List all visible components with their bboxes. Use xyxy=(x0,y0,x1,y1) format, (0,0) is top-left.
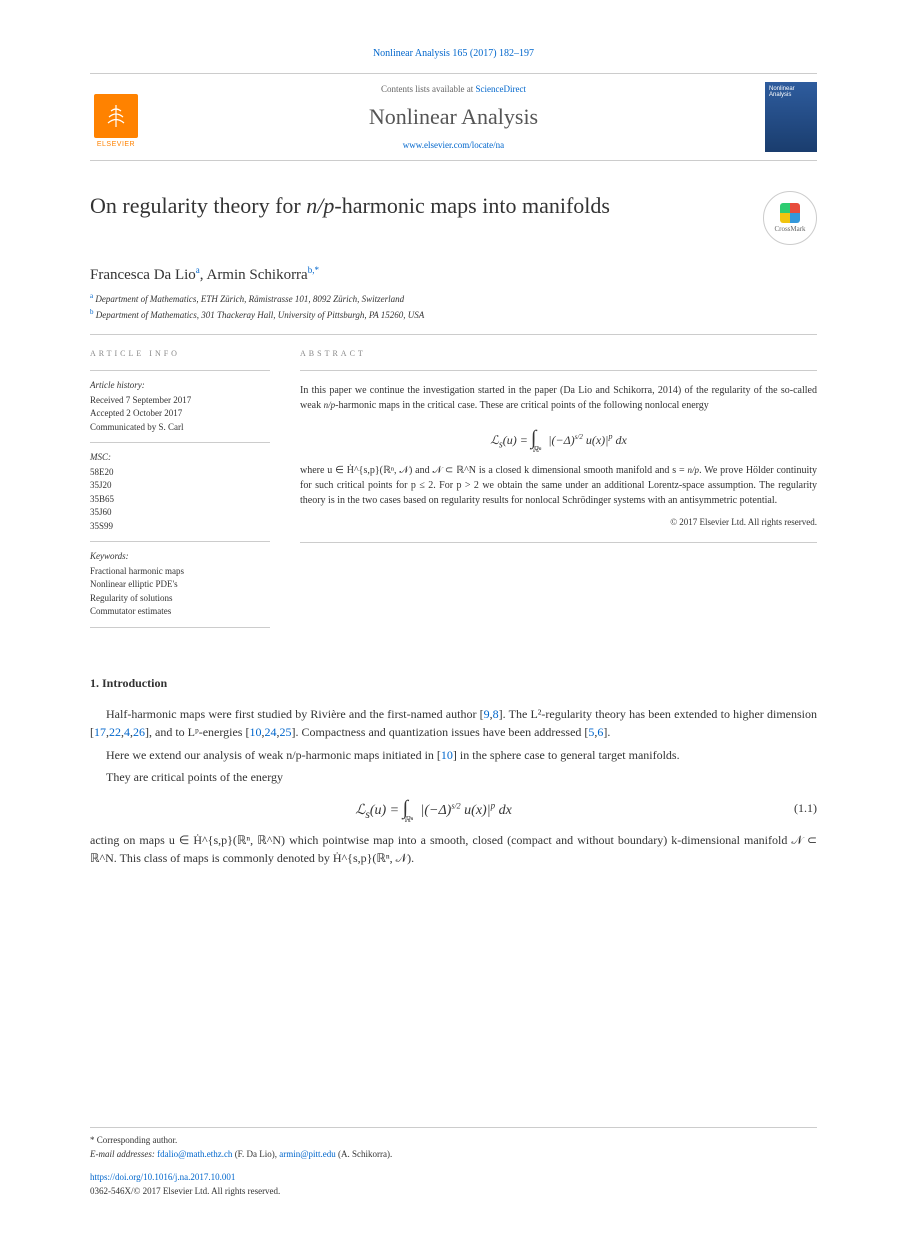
cite-10b[interactable]: 10 xyxy=(441,748,453,762)
cite-5[interactable]: 5 xyxy=(588,725,594,739)
keywords-heading: Keywords: xyxy=(90,550,270,564)
journal-url[interactable]: www.elsevier.com/locate/na xyxy=(154,140,753,150)
article-title: On regularity theory for n/p-harmonic ma… xyxy=(90,191,743,221)
intro-p2: Here we extend our analysis of weak n/p-… xyxy=(90,746,817,765)
footer-block: * Corresponding author. E-mail addresses… xyxy=(90,1127,817,1198)
info-abstract-row: article info Article history: Received 7… xyxy=(90,334,817,628)
p1-d: ]. Compactness and quantization issues h… xyxy=(291,725,588,739)
keywords-block: Keywords: Fractional harmonic maps Nonli… xyxy=(90,541,270,628)
history-heading: Article history: xyxy=(90,379,270,393)
journal-name: Nonlinear Analysis xyxy=(154,104,753,130)
article-info-column: article info Article history: Received 7… xyxy=(90,335,270,628)
history-block: Article history: Received 7 September 20… xyxy=(90,370,270,442)
abstract-p2: where u ∈ Ḣ^{s,p}(ℝⁿ, 𝒩) and 𝒩 ⊂ ℝ^N is … xyxy=(300,463,817,508)
intro-p1: Half-harmonic maps were first studied by… xyxy=(90,705,817,742)
email-line: E-mail addresses: fdalio@math.ethz.ch (F… xyxy=(90,1148,817,1162)
email-2-name: (A. Schikorra). xyxy=(336,1149,392,1159)
author-2[interactable]: Armin Schikorra xyxy=(206,267,307,283)
journal-header: ELSEVIER Contents lists available at Sci… xyxy=(90,73,817,161)
abs-p2-a: where u ∈ Ḣ^{s,p}(ℝⁿ, 𝒩) and 𝒩 ⊂ ℝ^N is … xyxy=(300,465,688,476)
authors-line: Francesca Da Lioa, Armin Schikorrab,* xyxy=(90,265,817,284)
affiliation-b: b Department of Mathematics, 301 Thacker… xyxy=(90,308,817,320)
abs-p1-suffix: -harmonic maps in the critical case. The… xyxy=(335,400,709,411)
contents-prefix: Contents lists available at xyxy=(381,84,475,94)
intro-heading: 1. Introduction xyxy=(90,676,817,691)
crossmark-label: CrossMark xyxy=(774,225,805,233)
corresponding-author: * Corresponding author. xyxy=(90,1134,817,1148)
communicated-by: Communicated by S. Carl xyxy=(90,421,270,435)
issn-copyright: 0362-546X/© 2017 Elsevier Ltd. All right… xyxy=(90,1185,817,1199)
email-label: E-mail addresses: xyxy=(90,1149,157,1159)
abstract-text: In this paper we continue the investigat… xyxy=(300,370,817,543)
cite-26[interactable]: 26 xyxy=(133,725,145,739)
aff-a-sup: a xyxy=(90,292,93,300)
abstract-label: abstract xyxy=(300,349,817,358)
cite-22[interactable]: 22 xyxy=(109,725,121,739)
keyword-3: Commutator estimates xyxy=(90,605,270,619)
aff-b-sup: b xyxy=(90,308,94,316)
p1-e: ]. xyxy=(603,725,610,739)
msc-heading: MSC: xyxy=(90,451,270,465)
cite-25[interactable]: 25 xyxy=(279,725,291,739)
title-row: On regularity theory for n/p-harmonic ma… xyxy=(90,191,817,245)
title-prefix: On regularity theory for xyxy=(90,193,306,218)
aff-a-text: Department of Mathematics, ETH Zürich, R… xyxy=(95,294,404,304)
doi-block: https://doi.org/10.1016/j.na.2017.10.001… xyxy=(90,1171,817,1198)
msc-2: 35B65 xyxy=(90,493,270,507)
msc-0: 58E20 xyxy=(90,466,270,480)
abs-p1-frac: n/p xyxy=(324,400,336,410)
eq-1-1-number: (1.1) xyxy=(777,801,817,816)
msc-1: 35J20 xyxy=(90,479,270,493)
eq-1-1-math: ℒs(u) = ∫ℝⁿ |(−Δ)s/2 u(x)|p dx xyxy=(90,797,777,821)
intro-p3: They are critical points of the energy xyxy=(90,768,817,787)
sciencedirect-link[interactable]: ScienceDirect xyxy=(476,84,526,94)
author-1[interactable]: Francesca Da Lio xyxy=(90,267,196,283)
msc-3: 35J60 xyxy=(90,506,270,520)
abstract-copyright: © 2017 Elsevier Ltd. All rights reserved… xyxy=(300,516,817,530)
cite-24[interactable]: 24 xyxy=(264,725,276,739)
contents-available-line: Contents lists available at ScienceDirec… xyxy=(154,84,753,94)
email-1[interactable]: fdalio@math.ethz.ch xyxy=(157,1149,232,1159)
aff-b-text: Department of Mathematics, 301 Thackeray… xyxy=(96,310,425,320)
article-info-label: article info xyxy=(90,349,270,358)
abstract-equation: ℒs(u) = ∫ℝⁿ |(−Δ)s/2 u(x)|p dx xyxy=(300,423,817,453)
elsevier-label: ELSEVIER xyxy=(97,141,135,148)
accepted-date: Accepted 2 October 2017 xyxy=(90,407,270,421)
elsevier-logo[interactable]: ELSEVIER xyxy=(90,86,142,148)
crossmark-badge[interactable]: CrossMark xyxy=(763,191,817,245)
received-date: Received 7 September 2017 xyxy=(90,394,270,408)
title-suffix: -harmonic maps into manifolds xyxy=(334,193,610,218)
cite-10[interactable]: 10 xyxy=(249,725,261,739)
intro-p4: acting on maps u ∈ Ḣ^{s,p}(ℝⁿ, ℝ^N) whic… xyxy=(90,831,817,868)
p1-a: Half-harmonic maps were first studied by… xyxy=(106,707,484,721)
keyword-1: Nonlinear elliptic PDE's xyxy=(90,578,270,592)
author-1-sup[interactable]: a xyxy=(196,265,200,275)
cite-4[interactable]: 4 xyxy=(124,725,130,739)
author-2-sup[interactable]: b,* xyxy=(308,265,319,275)
p1-c: ], and to Lᵖ-energies [ xyxy=(145,725,249,739)
citation-line[interactable]: Nonlinear Analysis 165 (2017) 182–197 xyxy=(90,48,817,59)
cover-title: Nonlinear Analysis xyxy=(769,86,813,98)
abs-p2-frac: n/p xyxy=(688,465,700,475)
abstract-column: abstract In this paper we continue the i… xyxy=(300,335,817,628)
affiliation-a: a Department of Mathematics, ETH Zürich,… xyxy=(90,292,817,304)
crossmark-icon xyxy=(780,203,800,223)
p2-b: ] in the sphere case to general target m… xyxy=(453,748,680,762)
cite-17[interactable]: 17 xyxy=(94,725,106,739)
elsevier-tree-icon xyxy=(94,94,138,138)
keyword-0: Fractional harmonic maps xyxy=(90,565,270,579)
p2-a: Here we extend our analysis of weak n/p-… xyxy=(106,748,441,762)
msc-block: MSC: 58E20 35J20 35B65 35J60 35S99 xyxy=(90,442,270,541)
doi-link[interactable]: https://doi.org/10.1016/j.na.2017.10.001 xyxy=(90,1171,817,1185)
email-2[interactable]: armin@pitt.edu xyxy=(279,1149,336,1159)
header-center: Contents lists available at ScienceDirec… xyxy=(154,84,753,150)
email-1-name: (F. Da Lio), xyxy=(232,1149,279,1159)
msc-4: 35S99 xyxy=(90,520,270,534)
equation-1-1: ℒs(u) = ∫ℝⁿ |(−Δ)s/2 u(x)|p dx (1.1) xyxy=(90,797,817,821)
journal-cover-thumb[interactable]: Nonlinear Analysis xyxy=(765,82,817,152)
title-math: n/p xyxy=(306,193,334,218)
keyword-2: Regularity of solutions xyxy=(90,592,270,606)
abstract-p1: In this paper we continue the investigat… xyxy=(300,383,817,413)
introduction-section: 1. Introduction Half-harmonic maps were … xyxy=(90,676,817,868)
